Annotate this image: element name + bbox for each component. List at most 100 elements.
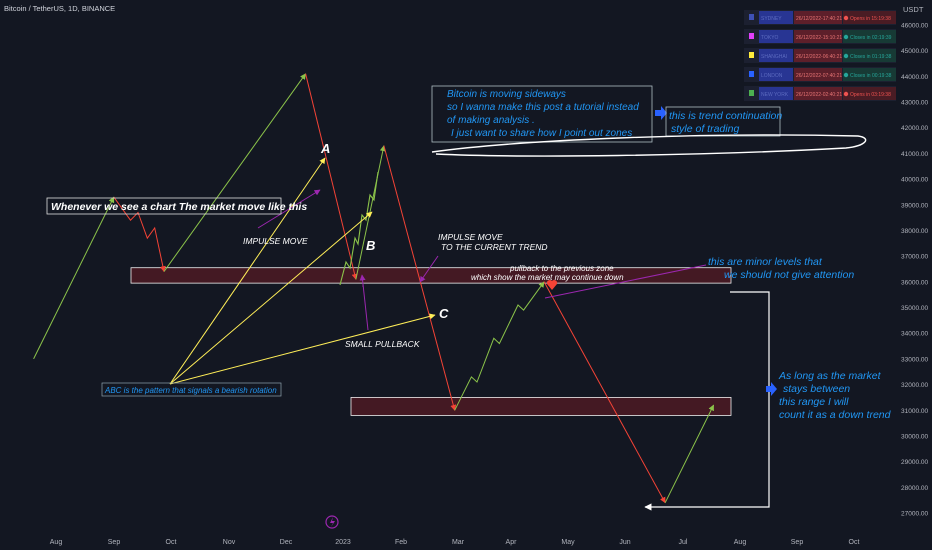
wave-c-label: C (439, 306, 449, 321)
price-tick-label: 45000.00 (901, 48, 928, 55)
time-tick-label: Feb (395, 539, 407, 546)
session-date-cell (794, 68, 842, 81)
market-move-label: Whenever we see a chart The market move … (51, 201, 307, 213)
price-tick-label: 39000.00 (901, 202, 928, 209)
time-tick-label: Oct (849, 539, 860, 546)
price-tick-label: 35000.00 (901, 305, 928, 312)
session-date-cell (794, 30, 842, 43)
time-tick-label: Mar (452, 539, 465, 546)
time-tick-label: Oct (166, 539, 177, 546)
sessions-table: SYDNEY 26/12/2022-17:40:21 Opens in 15:19:… (744, 10, 896, 101)
session-date-cell (794, 11, 842, 24)
time-tick-label: Aug (734, 539, 747, 546)
intro-note-line-4: I just want to share how I point out zon… (451, 128, 632, 139)
session-date-cell (794, 87, 842, 100)
session-date-cell (794, 49, 842, 62)
price-axis-unit: USDT (903, 5, 924, 14)
price-tick-label: 28000.00 (901, 485, 928, 492)
session-datetime: 26/12/2022-17:40:21 (796, 16, 842, 22)
session-name: NEW YORK (761, 92, 789, 98)
session-color-swatch (749, 52, 754, 58)
price-tick-label: 42000.00 (901, 125, 928, 132)
time-tick-label: Jun (619, 539, 630, 546)
price-segment (454, 281, 545, 411)
session-status: Closes in 00:19:38 (850, 73, 892, 79)
tradingview-logo-icon[interactable] (325, 515, 339, 529)
time-tick-label: Dec (280, 539, 293, 546)
session-datetime: 26/12/2022-02:40:21 (796, 92, 842, 98)
time-tick-label: 2023 (335, 539, 351, 546)
price-segment (113, 196, 166, 273)
session-color-swatch (749, 33, 754, 39)
session-name-cell (759, 49, 793, 62)
session-datetime: 26/12/2022-15:10:21 (796, 35, 842, 41)
price-segment (163, 73, 307, 272)
price-tick-label: 34000.00 (901, 331, 928, 338)
time-tick-label: Sep (108, 539, 121, 546)
blue-arrow-range-icon (766, 382, 777, 396)
session-status-cell (843, 68, 896, 81)
range-note-line-2: stays between (783, 383, 850, 395)
price-tick-label: 41000.00 (901, 151, 928, 158)
price-segment (33, 196, 115, 360)
session-name: SYDNEY (761, 16, 782, 22)
time-tick-label: Aug (50, 539, 63, 546)
range-note-line-1: As long as the market (778, 370, 882, 382)
session-status-cell (843, 87, 896, 100)
yellow-arrow-to-c (169, 313, 436, 385)
session-status-dot (843, 34, 849, 40)
price-segment (305, 73, 358, 280)
price-segment (383, 145, 457, 411)
session-status-dot (843, 72, 849, 78)
session-name-cell (759, 30, 793, 43)
minor-levels-line-1: this are minor levels that (708, 256, 823, 268)
time-tick-label: Nov (223, 539, 236, 546)
time-tick-label: Jul (679, 539, 688, 546)
abc-pattern-label: ABC is the pattern that signals a bearis… (104, 386, 277, 395)
time-tick-label: Sep (791, 539, 804, 546)
price-tick-label: 32000.00 (901, 382, 928, 389)
yellow-arrow-to-b (169, 211, 373, 385)
range-bracket (644, 291, 770, 511)
price-segment (664, 404, 715, 503)
price-tick-label: 44000.00 (901, 74, 928, 81)
price-segment (543, 281, 666, 504)
price-tick-label: 29000.00 (901, 459, 928, 466)
purple-arrow-current (419, 255, 439, 283)
wave-b-label: B (366, 238, 375, 253)
session-status-cell (843, 11, 896, 24)
session-name-cell (759, 87, 793, 100)
yellow-arrow-to-a (169, 157, 326, 385)
session-status-dot (843, 53, 849, 59)
upper-zone[interactable] (130, 267, 732, 284)
lower-zone[interactable] (350, 397, 732, 416)
pullback-marker (546, 280, 558, 290)
market-move-box (46, 197, 282, 215)
time-tick-label: Apr (506, 539, 518, 546)
pullback-line-2: which show the market may continue down (471, 273, 624, 282)
price-axis: USDT 46000.00 45000.00 44000.00 43000.00 420… (901, 5, 928, 518)
price-tick-label: 30000.00 (901, 433, 928, 440)
trend-note-box (665, 106, 781, 137)
symbol-title: Bitcoin / TetherUS, 1D, BINANCE (4, 4, 115, 13)
range-note-line-4: count it as a down trend (779, 409, 892, 421)
range-note-line-3: this range I will (779, 396, 849, 408)
time-tick-label: May (561, 539, 575, 546)
scribble-underline (431, 134, 867, 157)
pullback-line-1: pullback to the previous zone (509, 264, 614, 273)
abc-pattern-box (101, 382, 282, 397)
session-name: LONDON (761, 73, 783, 79)
price-tick-label: 33000.00 (901, 356, 928, 363)
session-datetime: 26/12/2022-06:40:21 (796, 54, 842, 60)
minor-levels-line-2: we should not give attention (724, 269, 854, 281)
price-tick-label: 27000.00 (901, 511, 928, 518)
price-segment (355, 145, 386, 280)
session-name-cell (759, 68, 793, 81)
intro-note-line-2: so I wanna make this post a tutorial ins… (447, 102, 639, 113)
price-tick-label: 31000.00 (901, 408, 928, 415)
price-tick-label: 36000.00 (901, 279, 928, 286)
small-pullback-label: SMALL PULLBACK (345, 339, 420, 349)
session-color-swatch (749, 14, 754, 20)
trend-note-line-1: this is trend continuation (669, 110, 782, 122)
